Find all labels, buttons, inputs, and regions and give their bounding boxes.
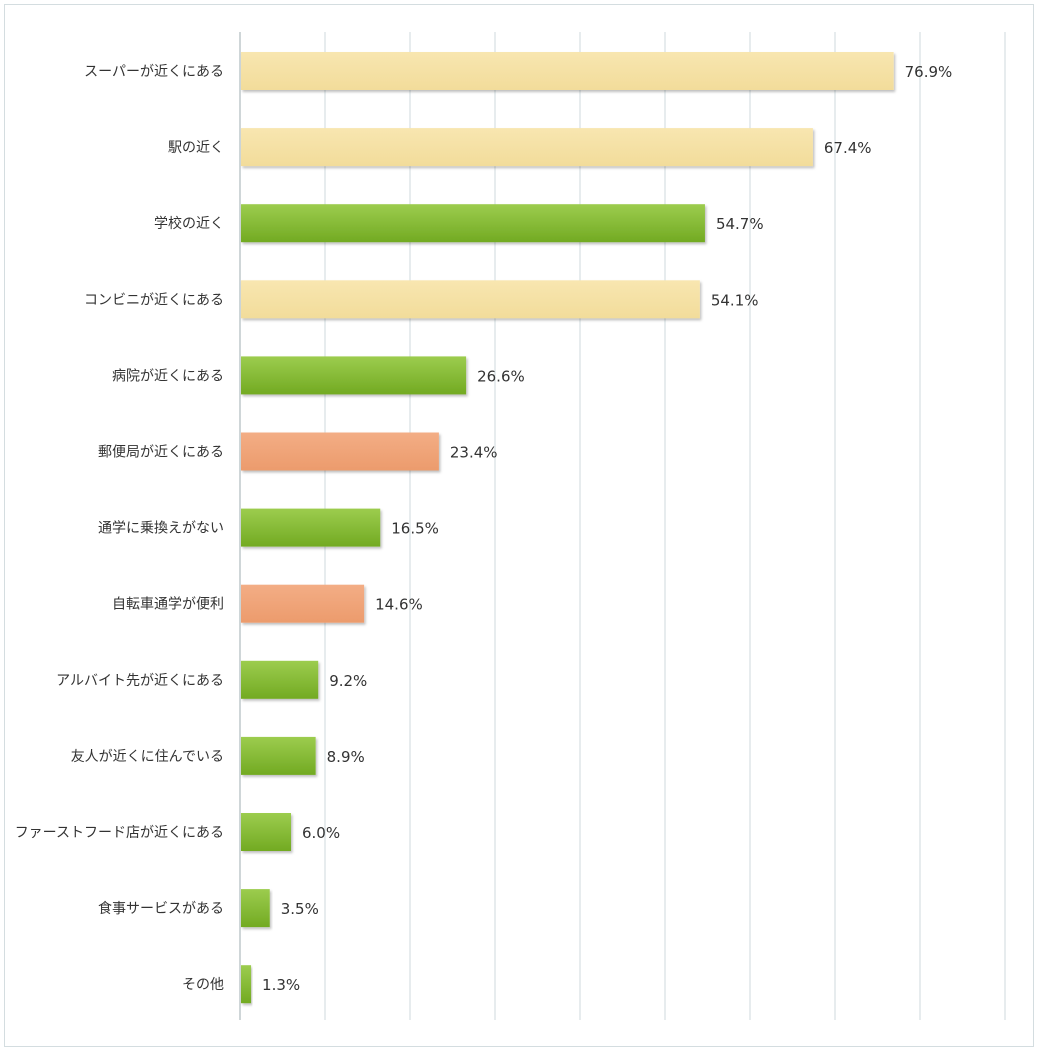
category-label: コンビニが近くにある — [84, 292, 224, 308]
value-label: 6.0% — [302, 824, 340, 842]
category-label: 郵便局が近くにある — [98, 445, 224, 461]
category-label: 学校の近く — [154, 215, 224, 232]
value-label: 14.6% — [375, 596, 423, 614]
labels: スーパーが近くにある 76.9% 駅の近く 67.4% 学校の近く 54.7% コンビニが近… — [15, 63, 953, 994]
value-label: 9.2% — [329, 672, 367, 690]
category-label: その他 — [182, 977, 224, 993]
bar-8 — [241, 584, 365, 623]
category-label: 自転車通学が便利 — [112, 596, 224, 613]
value-label: 1.3% — [262, 976, 300, 994]
value-label: 3.5% — [281, 900, 319, 918]
bar-5 — [241, 356, 467, 395]
bar-9 — [241, 660, 319, 699]
bar-2 — [241, 128, 813, 167]
value-label: 26.6% — [477, 367, 525, 385]
category-label: 病院が近くにある — [112, 368, 224, 384]
bar-13 — [241, 965, 252, 1004]
category-label: 食事サービスがある — [98, 900, 224, 917]
value-label: 54.7% — [716, 215, 764, 233]
value-label: 67.4% — [824, 139, 872, 157]
bar-12 — [241, 889, 270, 928]
chart-frame — [4, 4, 1034, 1047]
grid-lines — [239, 32, 1006, 1020]
value-label: 54.1% — [711, 291, 759, 309]
value-label: 76.9% — [905, 63, 953, 81]
bar-7 — [241, 508, 381, 547]
category-label: 通学に乗換えがない — [98, 521, 224, 537]
value-label: 8.9% — [327, 748, 365, 766]
bar-10 — [241, 736, 316, 775]
bar-1 — [241, 52, 894, 90]
category-label: スーパーが近くにある — [84, 64, 224, 80]
value-label: 16.5% — [391, 520, 439, 538]
bars — [241, 52, 894, 1004]
bar-4 — [241, 280, 700, 319]
category-label: ファーストフード店が近くにある — [15, 825, 224, 841]
bar-3 — [241, 204, 705, 243]
bar-6 — [241, 432, 439, 471]
value-label: 23.4% — [450, 444, 498, 462]
category-label: 駅の近く — [168, 140, 224, 156]
bar-11 — [241, 813, 291, 851]
category-label: アルバイト先が近くにある — [56, 673, 224, 689]
category-label: 友人が近くに住んでいる — [71, 749, 224, 765]
